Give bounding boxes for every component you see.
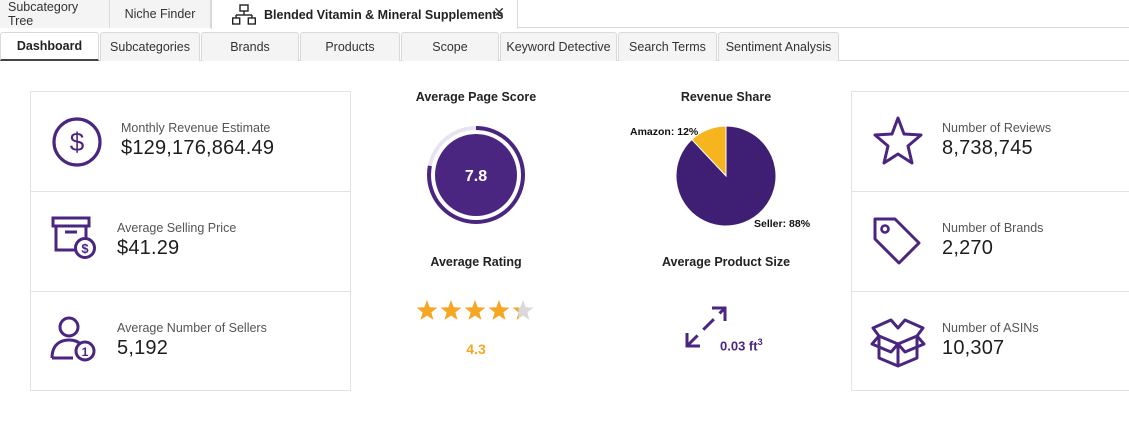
tab-products-label: Products <box>325 40 375 54</box>
tab-search-terms[interactable]: Search Terms <box>618 32 717 61</box>
tab-dashboard[interactable]: Dashboard <box>0 32 99 61</box>
tab-sentiment-analysis-label: Sentiment Analysis <box>725 40 832 54</box>
star-icon <box>488 300 510 320</box>
revenue-share-title: Revenue Share <box>680 90 772 104</box>
tab-products[interactable]: Products <box>300 32 400 61</box>
metric-number-of-brands: Number of Brands 2,270 <box>852 192 1129 292</box>
pie-label-amazon: Amazon: 12% <box>630 126 699 138</box>
right-metrics-panel: Number of Reviews 8,738,745 Number of Br… <box>851 91 1129 391</box>
tab-brands[interactable]: Brands <box>201 32 299 61</box>
left-metrics-panel: $ Monthly Revenue Estimate $129,176,864.… <box>30 91 351 391</box>
tab-active-label: Blended Vitamin & Mineral Supplements <box>264 7 504 22</box>
product-size-title: Average Product Size <box>661 255 791 269</box>
product-size-number: 0.03 ft <box>720 338 758 354</box>
tag-icon <box>870 214 926 270</box>
rating-value: 4.3 <box>466 341 486 357</box>
revenue-share-pie <box>675 125 777 227</box>
metric-number-of-asins: Number of ASINs 10,307 <box>852 292 1129 392</box>
price-box-icon: $ <box>49 214 105 270</box>
svg-text:$: $ <box>81 241 89 256</box>
metric-value: $41.29 <box>117 237 180 259</box>
seller-icon: 1 <box>49 314 105 370</box>
metric-value: 2,270 <box>942 237 994 259</box>
tab-sentiment-analysis[interactable]: Sentiment Analysis <box>718 32 839 61</box>
tab-brands-label: Brands <box>230 40 270 54</box>
star-outline-icon <box>870 114 926 170</box>
pie-label-seller: Seller: 88% <box>754 218 811 230</box>
tab-subcategory-tree-label: Subcategory Tree <box>8 0 79 28</box>
dollar-circle-icon: $ <box>49 114 105 170</box>
top-tab-bar: Subcategory Tree Niche Finder Blended Vi… <box>0 0 1129 29</box>
star-icon <box>464 300 486 320</box>
metric-value: $129,176,864.49 <box>121 137 275 159</box>
page-score-disc <box>435 134 517 216</box>
page-score-gauge: 7.8 <box>427 126 525 224</box>
star-icon <box>512 300 534 320</box>
metric-label: Monthly Revenue Estimate <box>121 121 271 135</box>
svg-text:$: $ <box>70 127 85 157</box>
tab-niche-finder-label: Niche Finder <box>124 7 196 21</box>
metric-label: Number of Brands <box>942 221 1044 235</box>
tab-scope[interactable]: Scope <box>401 32 499 61</box>
metric-label: Number of ASINs <box>942 321 1039 335</box>
rating-stars <box>416 300 534 320</box>
product-size-unit-sup: 3 <box>757 337 763 347</box>
tab-niche-finder[interactable]: Niche Finder <box>110 0 211 28</box>
open-box-icon <box>870 314 926 370</box>
star-icon <box>440 300 462 320</box>
tab-subcategories-label: Subcategories <box>110 40 190 54</box>
metric-value: 10,307 <box>942 337 1005 359</box>
metric-label: Average Number of Sellers <box>117 321 267 335</box>
metric-average-selling-price: $ Average Selling Price $41.29 <box>31 192 350 292</box>
tab-scope-label: Scope <box>432 40 468 54</box>
hierarchy-icon <box>232 3 256 26</box>
product-size-value: 0.03 ft3 <box>720 337 763 353</box>
metric-value: 8,738,745 <box>942 137 1033 159</box>
metric-label: Average Selling Price <box>117 221 237 235</box>
metric-monthly-revenue: $ Monthly Revenue Estimate $129,176,864.… <box>31 92 350 192</box>
close-icon[interactable]: ✕ <box>493 4 505 20</box>
tab-dashboard-label: Dashboard <box>16 39 83 53</box>
tab-keyword-detective-label: Keyword Detective <box>506 40 611 54</box>
tab-active-category[interactable]: Blended Vitamin & Mineral Supplements ✕ <box>211 0 518 29</box>
page-score-value: 7.8 <box>465 168 487 185</box>
star-icon <box>416 300 438 320</box>
tab-subcategory-tree[interactable]: Subcategory Tree <box>0 0 110 28</box>
metric-value: 5,192 <box>117 337 169 359</box>
metric-number-of-reviews: Number of Reviews 8,738,745 <box>852 92 1129 192</box>
tab-keyword-detective[interactable]: Keyword Detective <box>500 32 617 61</box>
svg-text:1: 1 <box>82 345 89 359</box>
metric-label: Number of Reviews <box>942 121 1052 135</box>
tab-search-terms-label: Search Terms <box>629 40 706 54</box>
page-score-title: Average Page Score <box>415 90 537 104</box>
tab-subcategories[interactable]: Subcategories <box>100 32 200 61</box>
sub-tab-bar: Dashboard Subcategories Brands Products … <box>0 32 1129 61</box>
star-partial-fill <box>512 307 519 320</box>
metric-average-sellers: 1 Average Number of Sellers 5,192 <box>31 292 350 392</box>
page-score-arc <box>427 126 525 224</box>
rating-title: Average Rating <box>430 255 522 269</box>
pie-slice-seller <box>675 125 777 227</box>
resize-arrows-icon <box>685 306 727 348</box>
